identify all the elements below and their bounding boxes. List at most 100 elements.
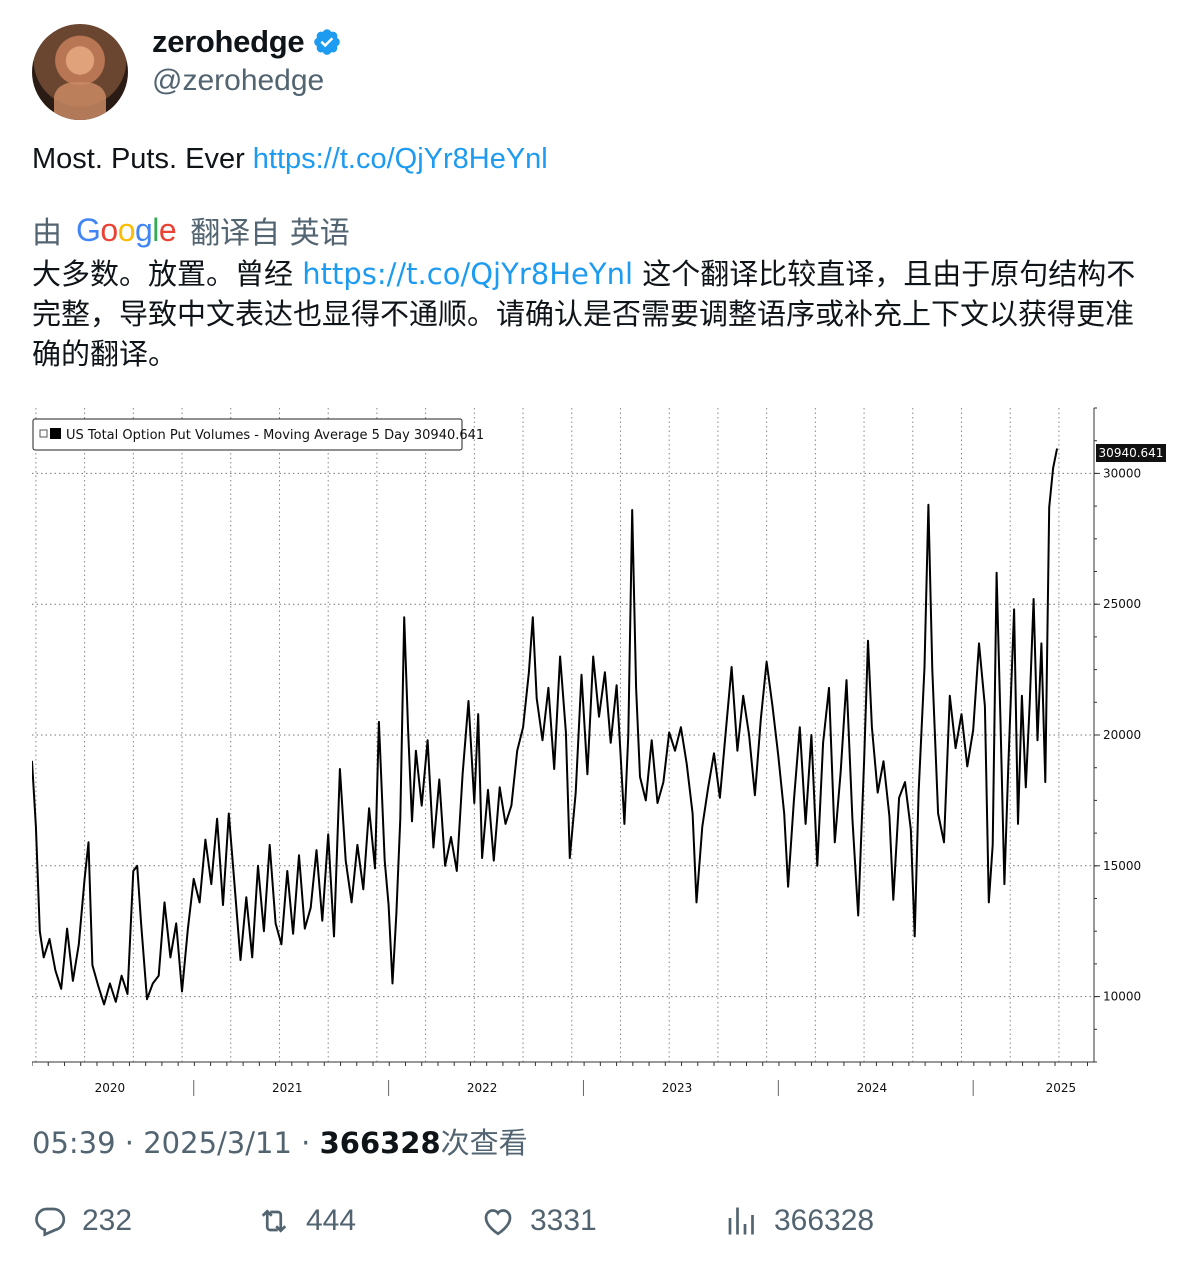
series-point: [845, 679, 848, 681]
author-name-row[interactable]: zerohedge: [152, 24, 342, 60]
series-point: [910, 828, 912, 830]
legend-expand-icon: [39, 429, 48, 438]
series-point: [438, 778, 440, 781]
series-point: [1052, 467, 1054, 469]
views-button[interactable]: 366328: [724, 1203, 874, 1239]
avatar[interactable]: [32, 24, 128, 120]
series-point: [914, 935, 916, 938]
meta-separator: ·: [301, 1126, 320, 1160]
reply-button[interactable]: 232: [32, 1203, 132, 1239]
series-point: [462, 773, 464, 775]
series-point: [132, 870, 134, 872]
series-point: [378, 721, 380, 723]
series-point: [456, 870, 458, 872]
series-point: [245, 896, 247, 898]
series-point: [467, 700, 470, 702]
series-point: [163, 901, 166, 904]
series-point: [60, 988, 62, 990]
reply-count: 232: [82, 1204, 133, 1237]
translated-text-part1: 大多数。放置。曾经: [32, 257, 294, 291]
author-name[interactable]: zerohedge: [152, 24, 305, 59]
series-point: [592, 655, 594, 658]
series-point: [477, 713, 479, 715]
series-point: [1044, 781, 1046, 783]
series-point: [904, 781, 906, 783]
series-line: [31, 448, 1058, 1006]
series-point: [374, 867, 376, 870]
author-handle[interactable]: @zerohedge: [152, 64, 325, 97]
series-point: [72, 980, 74, 982]
series-point: [943, 841, 945, 843]
series-point: [473, 802, 475, 804]
series-point: [493, 859, 495, 862]
series-point: [805, 823, 807, 825]
series-point: [239, 959, 242, 961]
series-point: [310, 907, 312, 909]
series-point: [888, 815, 890, 817]
series-point: [604, 671, 606, 673]
series-point: [736, 750, 739, 752]
series-point: [766, 661, 768, 663]
series-point: [725, 731, 727, 733]
tweet-date[interactable]: 2025/3/11: [143, 1126, 292, 1160]
translated-link[interactable]: https://t.co/QjYr8HeYnl: [302, 257, 634, 291]
y-tick-label: 10000: [1103, 990, 1141, 1004]
tweet-time[interactable]: 05:39: [32, 1126, 116, 1160]
tweet-link[interactable]: https://t.co/QjYr8HeYnl: [252, 143, 548, 175]
series-point: [662, 781, 664, 783]
series-point: [1048, 506, 1050, 509]
series-point: [432, 846, 435, 849]
series-point: [867, 640, 869, 642]
series-point: [187, 927, 189, 930]
series-point: [140, 922, 142, 924]
series-point: [158, 975, 160, 977]
retweet-button[interactable]: 444: [256, 1203, 356, 1239]
series-point: [742, 695, 744, 697]
series-point: [146, 998, 148, 1000]
series-point: [966, 765, 968, 767]
series-point: [399, 818, 401, 820]
series-point: [777, 755, 779, 757]
like-button[interactable]: 3331: [480, 1203, 597, 1239]
series-point: [771, 705, 774, 707]
series-point: [810, 734, 813, 736]
translation-from-label[interactable]: 翻译自 英语: [190, 216, 350, 251]
series-point: [522, 726, 524, 728]
series-point: [532, 616, 534, 618]
series-point: [216, 818, 218, 820]
translated-text: 大多数。放置。曾经 https://t.co/QjYr8HeYnl 这个翻译比较…: [32, 254, 1162, 374]
series-point: [345, 859, 347, 862]
y-tick-label: 30000: [1103, 466, 1141, 480]
series-point: [949, 695, 951, 697]
series-point: [834, 841, 836, 843]
series-point: [580, 674, 583, 676]
series-point: [204, 839, 207, 841]
series-point: [1003, 883, 1005, 885]
series-point: [339, 768, 341, 770]
series-point: [292, 933, 294, 935]
action-bar: 232 444 3331 366328: [32, 1203, 1162, 1251]
series-point: [984, 705, 986, 707]
chart-image[interactable]: 2020 2021 2022 2023 2024 2025 10000 15000 20000…: [31, 400, 1172, 1100]
series-point: [955, 747, 957, 749]
x-tick-label: 2025: [1046, 1081, 1077, 1095]
series-point: [333, 935, 335, 938]
last-value-tag: 30940.641: [1096, 444, 1166, 462]
series-point: [48, 938, 51, 940]
series-point: [586, 773, 588, 775]
series-point: [210, 883, 212, 885]
series-point: [923, 666, 926, 668]
series-point: [978, 642, 980, 645]
series-point: [822, 742, 824, 744]
series-point: [528, 671, 530, 673]
series-point: [121, 975, 123, 977]
series-point: [31, 760, 33, 762]
series-point: [304, 927, 306, 930]
series-point: [1032, 598, 1035, 600]
series-point: [972, 729, 974, 731]
series-point: [39, 930, 41, 932]
series-point: [193, 878, 195, 880]
series-point: [78, 943, 80, 945]
series-point: [257, 865, 259, 867]
y-tick-label: 20000: [1103, 728, 1141, 742]
